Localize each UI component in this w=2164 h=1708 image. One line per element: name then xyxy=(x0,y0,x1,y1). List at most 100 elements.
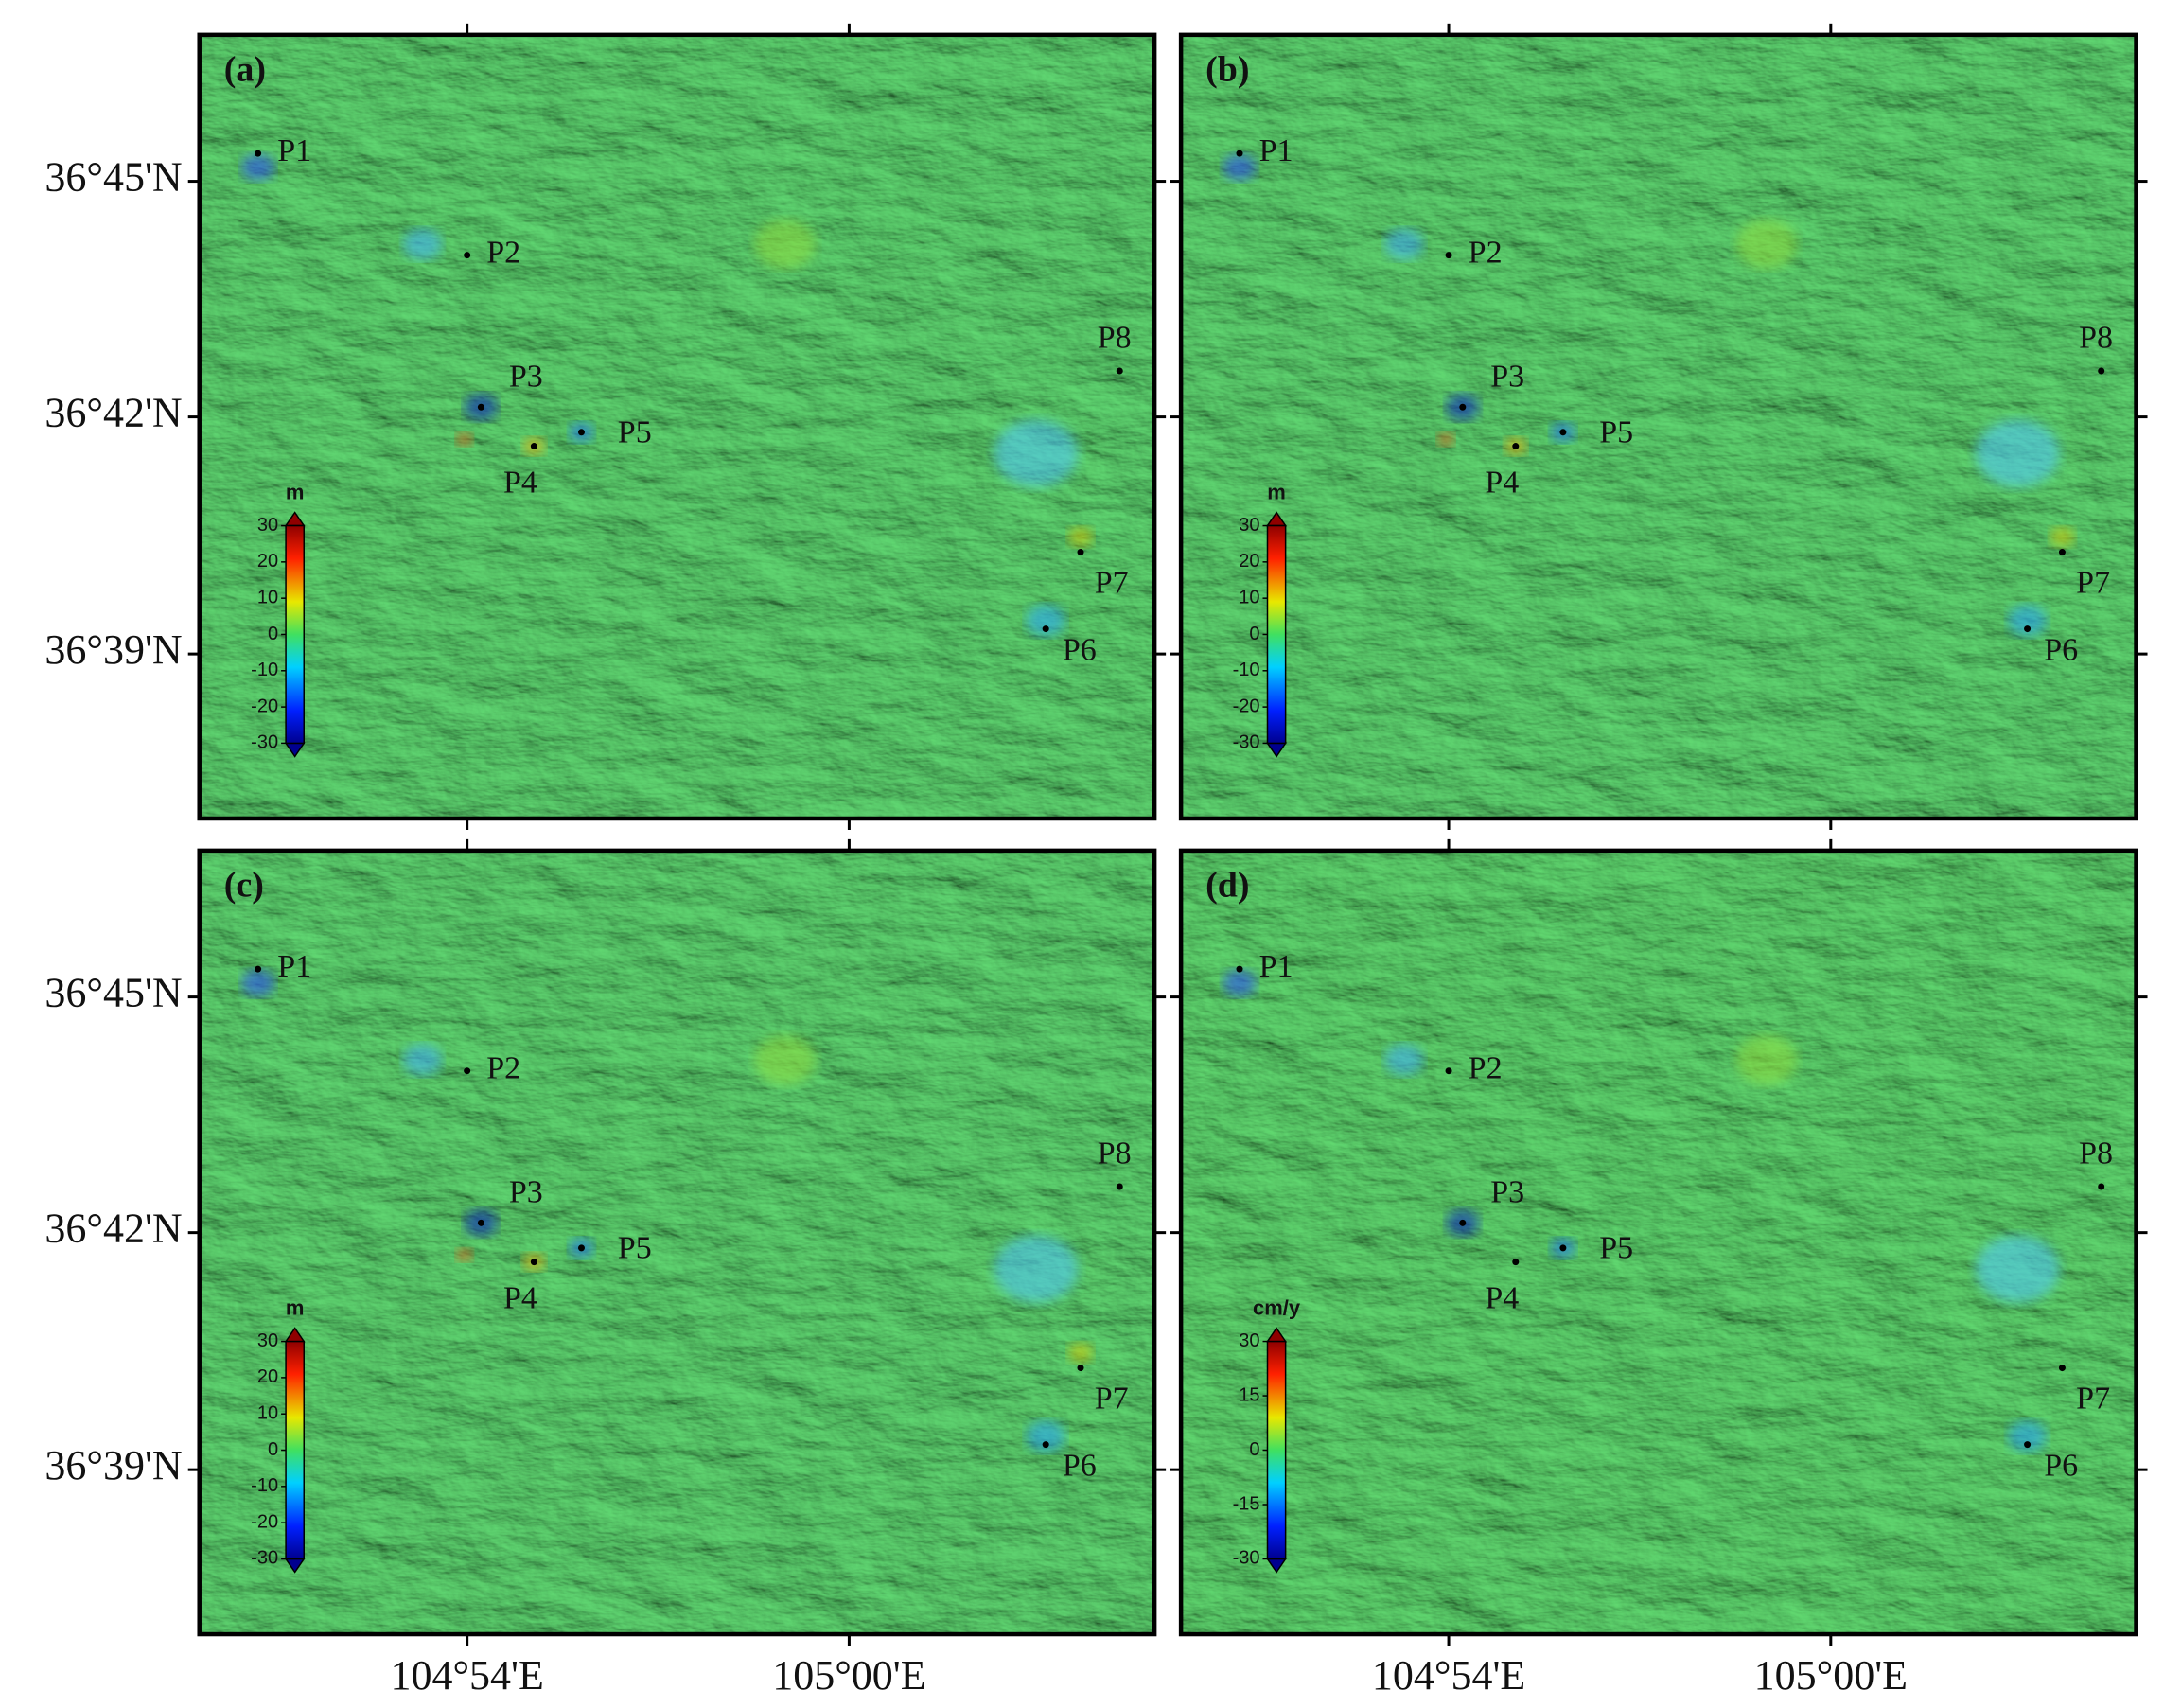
point-marker xyxy=(255,150,262,157)
point-label: P5 xyxy=(618,415,652,450)
lat-label: 36°42'N xyxy=(44,1206,182,1252)
point-marker xyxy=(477,403,484,411)
colorbar-tick-label: 15 xyxy=(1239,1384,1259,1405)
deformation-area xyxy=(1067,526,1094,547)
point-label: P8 xyxy=(2079,1136,2113,1171)
point-label: P2 xyxy=(486,1051,520,1086)
point-marker xyxy=(255,965,262,973)
point-label: P8 xyxy=(2079,320,2113,355)
deformation-area xyxy=(1735,219,1798,269)
point-marker xyxy=(577,429,585,436)
deformation-area xyxy=(2050,526,2075,547)
deformation-area xyxy=(2007,605,2048,637)
deformation-area xyxy=(455,1248,473,1262)
map-panel: (b) P1 P2 P3 P4 P5 P6 P7 P8 m 30 20 10 0 -10 -20 -30 xyxy=(1170,23,2148,830)
colorbar-tick-label: 0 xyxy=(268,624,278,644)
point-marker xyxy=(2024,1441,2032,1449)
deformation-area xyxy=(1437,432,1454,447)
lat-label: 36°42'N xyxy=(44,390,182,436)
point-label: P4 xyxy=(1485,466,1519,501)
deformation-area xyxy=(1223,153,1257,181)
deformation-area xyxy=(402,228,443,260)
colorbar-tick-label: -10 xyxy=(251,1475,278,1496)
point-marker xyxy=(1445,1067,1452,1075)
shaded-relief xyxy=(199,34,1155,819)
colorbar-tick-label: 10 xyxy=(257,587,278,607)
point-marker xyxy=(1236,965,1243,973)
point-label: P1 xyxy=(1259,949,1293,984)
point-label: P2 xyxy=(1469,235,1503,270)
panel-label: (a) xyxy=(224,50,266,90)
colorbar xyxy=(285,524,305,745)
panel-frame xyxy=(197,848,1157,1637)
point-marker xyxy=(530,1259,537,1266)
deformation-area xyxy=(1223,969,1257,997)
shaded-relief xyxy=(199,850,1155,1635)
point-label: P6 xyxy=(1063,632,1097,667)
colorbar-tick-label: -15 xyxy=(1233,1493,1260,1514)
point-marker xyxy=(2024,625,2032,633)
point-label: P8 xyxy=(1098,320,1132,355)
point-marker xyxy=(464,252,471,259)
deformation-area xyxy=(402,1044,443,1076)
colorbar-unit: m xyxy=(286,1295,305,1319)
point-label: P6 xyxy=(2044,1448,2078,1483)
colorbar-tick-label: -20 xyxy=(251,696,278,716)
panel-frame xyxy=(1178,848,2138,1637)
colorbar xyxy=(1266,1340,1287,1560)
point-label: P3 xyxy=(1490,360,1524,395)
point-marker xyxy=(1512,1259,1520,1266)
deformation-area xyxy=(240,969,275,997)
point-marker xyxy=(2098,367,2105,375)
point-label: P7 xyxy=(1095,566,1129,601)
point-marker xyxy=(2058,549,2066,556)
colorbar-tick-label: 30 xyxy=(257,1330,278,1351)
point-marker xyxy=(1077,1365,1084,1372)
point-label: P7 xyxy=(2076,1382,2110,1417)
point-label: P7 xyxy=(1095,1382,1129,1417)
colorbar-tick-label: -20 xyxy=(251,1511,278,1532)
deformation-area xyxy=(1976,1235,2060,1303)
colorbar-tick-label: 30 xyxy=(1239,1330,1259,1351)
lat-label: 36°39'N xyxy=(44,626,182,673)
colorbar-tick-label: 20 xyxy=(257,1366,278,1387)
lon-label: 104°54'E xyxy=(390,1652,543,1699)
deformation-area xyxy=(240,153,275,181)
point-label: P4 xyxy=(503,1281,537,1316)
point-label: P1 xyxy=(1259,133,1293,168)
colorbar-tick-label: 0 xyxy=(1249,1439,1259,1460)
point-marker xyxy=(530,443,537,450)
deformation-area xyxy=(1384,228,1424,260)
deformation-area xyxy=(1067,1342,1094,1363)
colorbar-unit: m xyxy=(1267,480,1286,503)
deformation-area xyxy=(994,1235,1079,1303)
colorbar-tick-label: 10 xyxy=(257,1402,278,1423)
deformation-area xyxy=(1735,1034,1798,1084)
point-marker xyxy=(1116,367,1123,375)
colorbar xyxy=(285,1340,305,1560)
point-marker xyxy=(1459,1219,1467,1226)
point-marker xyxy=(1559,1244,1567,1252)
colorbar-tick-label: -10 xyxy=(251,660,278,680)
colorbar-tick-label: 20 xyxy=(1239,551,1259,572)
point-marker xyxy=(477,1219,484,1226)
point-marker xyxy=(2058,1365,2066,1372)
point-label: P5 xyxy=(1599,415,1633,450)
deformation-area xyxy=(455,432,473,447)
colorbar-tick-label: 30 xyxy=(1239,515,1259,536)
point-marker xyxy=(1559,429,1567,436)
point-label: P3 xyxy=(1490,1175,1524,1210)
point-label: P3 xyxy=(509,1175,543,1210)
point-label: P5 xyxy=(618,1231,652,1266)
point-label: P2 xyxy=(1469,1051,1503,1086)
colorbar-tick-label: 0 xyxy=(1249,624,1259,644)
deformation-area xyxy=(1026,1420,1065,1453)
point-label: P1 xyxy=(277,949,311,984)
colorbar-tick-label: -30 xyxy=(251,1548,278,1569)
panel-frame xyxy=(197,32,1157,821)
colorbar-tick-label: -10 xyxy=(1233,660,1260,680)
deformation-area xyxy=(2007,1420,2048,1453)
panel-label: (b) xyxy=(1205,50,1249,90)
